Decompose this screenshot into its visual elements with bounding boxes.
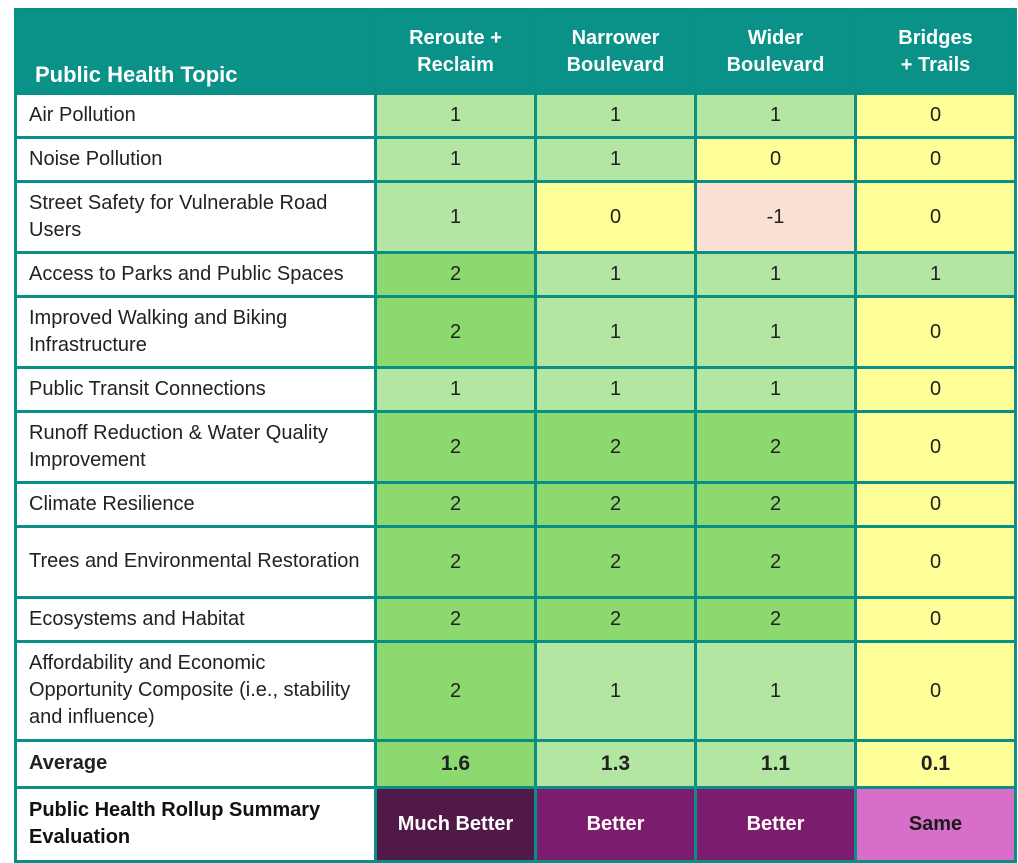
score-cell: 1 [534,251,697,298]
header-line: Boulevard [726,53,825,76]
score-cell: 0 [854,295,1017,369]
score-cell: 1 [374,136,537,183]
score-cell: 0 [854,640,1017,742]
header-public-health-topic: Public Health Topic [14,8,377,95]
header-narrower-boulevard: Narrower Boulevard [534,8,697,95]
topic-cell: Runoff Reduction & Water Quality Improve… [14,410,377,484]
rollup-cell: Much Better [374,786,537,863]
score-cell: 1 [694,92,857,139]
score-cell: 2 [694,596,857,643]
score-cell: 2 [374,410,537,484]
score-cell: 1 [694,366,857,413]
score-cell: 2 [374,481,537,528]
topic-cell: Air Pollution [14,92,377,139]
header-line: Wider [747,26,804,49]
score-cell: 1 [374,92,537,139]
header-row: Public Health Topic Reroute + Reclaim Nar… [14,8,1017,95]
header-line: Boulevard [566,53,665,76]
table-row: Runoff Reduction & Water Quality Improve… [14,410,1017,484]
score-cell: 2 [534,596,697,643]
topic-cell: Climate Resilience [14,481,377,528]
score-cell: 0 [854,481,1017,528]
score-cell: 0 [854,92,1017,139]
score-cell: 1 [534,136,697,183]
average-cell: 0.1 [854,739,1017,789]
score-cell: 0 [534,180,697,254]
header-line: Narrower [571,26,660,49]
average-cell: 1.3 [534,739,697,789]
table-row: Street Safety for Vulnerable Road Users … [14,180,1017,254]
topic-cell: Street Safety for Vulnerable Road Users [14,180,377,254]
score-cell: 1 [694,251,857,298]
table-row: Affordability and Economic Opportunity C… [14,640,1017,742]
score-cell: 2 [694,410,857,484]
average-cell: 1.6 [374,739,537,789]
score-cell: 1 [374,180,537,254]
score-cell: 0 [854,180,1017,254]
topic-cell: Trees and Environmental Restoration [14,525,377,599]
table-row: Improved Walking and Biking Infrastructu… [14,295,1017,369]
score-cell: 0 [854,410,1017,484]
score-cell: 2 [374,525,537,599]
public-health-evaluation-table-container: Public Health Topic Reroute + Reclaim Nar… [14,8,1017,863]
score-cell: 1 [694,640,857,742]
score-cell: 2 [374,640,537,742]
score-cell: 2 [534,525,697,599]
score-cell: 0 [694,136,857,183]
score-cell: 2 [374,596,537,643]
topic-cell: Affordability and Economic Opportunity C… [14,640,377,742]
header-line: + Trails [900,53,971,76]
topic-cell: Access to Parks and Public Spaces [14,251,377,298]
topic-cell: Ecosystems and Habitat [14,596,377,643]
header-bridges-trails: Bridges + Trails [854,8,1017,95]
score-cell: 1 [374,366,537,413]
score-cell: 1 [534,295,697,369]
score-cell: 2 [534,481,697,528]
header-wider-boulevard: Wider Boulevard [694,8,857,95]
table-row: Access to Parks and Public Spaces 2 1 1 … [14,251,1017,298]
rollup-cell: Better [534,786,697,863]
score-cell: 0 [854,366,1017,413]
score-cell: 0 [854,596,1017,643]
public-health-evaluation-table: Public Health Topic Reroute + Reclaim Nar… [14,8,1017,863]
average-cell: 1.1 [694,739,857,789]
score-cell: -1 [694,180,857,254]
table-row: Trees and Environmental Restoration 2 2 … [14,525,1017,599]
rollup-cell: Same [854,786,1017,863]
average-label: Average [14,739,377,789]
header-line: Reroute + [409,26,502,49]
header-reroute-reclaim: Reroute + Reclaim [374,8,537,95]
topic-cell: Public Transit Connections [14,366,377,413]
score-cell: 1 [854,251,1017,298]
header-line: Public Health Topic [35,62,238,87]
topic-cell: Improved Walking and Biking Infrastructu… [14,295,377,369]
score-cell: 1 [534,366,697,413]
table-row: Climate Resilience 2 2 2 0 [14,481,1017,528]
table-row: Public Transit Connections 1 1 1 0 [14,366,1017,413]
table-row: Air Pollution 1 1 1 0 [14,92,1017,139]
average-row: Average 1.6 1.3 1.1 0.1 [14,739,1017,789]
score-cell: 2 [694,525,857,599]
score-cell: 2 [374,295,537,369]
table-row: Noise Pollution 1 1 0 0 [14,136,1017,183]
rollup-label: Public Health Rollup Summary Evaluation [14,786,377,863]
score-cell: 2 [534,410,697,484]
header-line: Reclaim [417,53,494,76]
rollup-row: Public Health Rollup Summary Evaluation … [14,786,1017,863]
score-cell: 1 [534,640,697,742]
score-cell: 0 [854,525,1017,599]
rollup-cell: Better [694,786,857,863]
header-line: Bridges [898,26,973,49]
score-cell: 0 [854,136,1017,183]
score-cell: 2 [374,251,537,298]
score-cell: 1 [534,92,697,139]
score-cell: 2 [694,481,857,528]
topic-cell: Noise Pollution [14,136,377,183]
score-cell: 1 [694,295,857,369]
table-row: Ecosystems and Habitat 2 2 2 0 [14,596,1017,643]
